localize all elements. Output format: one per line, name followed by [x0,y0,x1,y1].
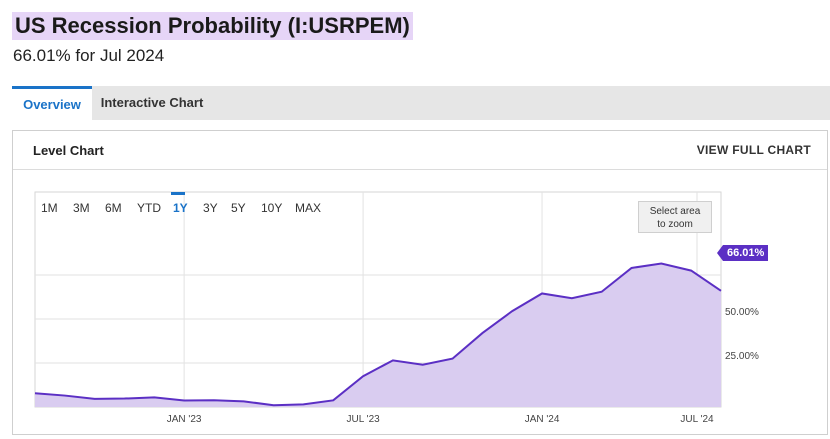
zoom-hint-line-2: to zoom [657,219,693,230]
range-button-6m[interactable]: 6M [105,201,122,215]
series-line [34,262,722,407]
zoom-hint-line-1: Select area [649,206,701,217]
y-tick-label: 25.00% [725,351,759,362]
tab-bar: Overview Interactive Chart [12,86,830,120]
series-area [35,263,721,407]
range-button-5y[interactable]: 5Y [231,201,246,215]
range-button-ytd[interactable]: YTD [137,201,161,215]
x-tick-label: JAN '24 [525,414,560,425]
range-selector: 1M 3M 6M YTD 1Y 3Y 5Y 10Y MAX [41,192,321,215]
range-button-1m[interactable]: 1M [41,201,58,215]
chart-tick-labels: JAN '23 JUL '23 JAN '24 JUL '24 25.00% 50.00% [167,307,759,425]
range-active-indicator [171,192,185,195]
range-button-1y[interactable]: 1Y [173,201,188,215]
zoom-hint: Select area to zoom [638,201,712,233]
range-button-3y[interactable]: 3Y [203,201,218,215]
view-full-chart-link[interactable]: VIEW FULL CHART [696,143,811,157]
y-tick-label: 50.00% [725,307,759,318]
x-tick-label: JAN '23 [167,414,202,425]
level-chart[interactable]: 1M 3M 6M YTD 1Y 3Y 5Y 10Y MAX JAN '23 JUL '23 JAN … [13,131,829,436]
level-chart-panel: Level Chart VIEW FULL CHART 1M 3M 6M YTD 1Y 3… [12,130,828,435]
range-button-10y[interactable]: 10Y [261,201,282,215]
page-title: US Recession Probability (I:USRPEM) [12,12,413,40]
panel-header: Level Chart VIEW FULL CHART [13,131,827,170]
title-wrap: US Recession Probability (I:USRPEM) [12,12,413,40]
range-button-3m[interactable]: 3M [73,201,90,215]
panel-title: Level Chart [33,143,104,158]
last-value-badge: 66.01% [716,245,769,261]
x-tick-label: JUL '24 [680,414,714,425]
x-tick-label: JUL '23 [346,414,380,425]
chart-area-layer [34,262,722,407]
page-subtitle: 66.01% for Jul 2024 [13,46,165,65]
range-button-max[interactable]: MAX [295,201,321,215]
tab-interactive-chart[interactable]: Interactive Chart [100,95,204,110]
tab-overview[interactable]: Overview [12,86,92,120]
